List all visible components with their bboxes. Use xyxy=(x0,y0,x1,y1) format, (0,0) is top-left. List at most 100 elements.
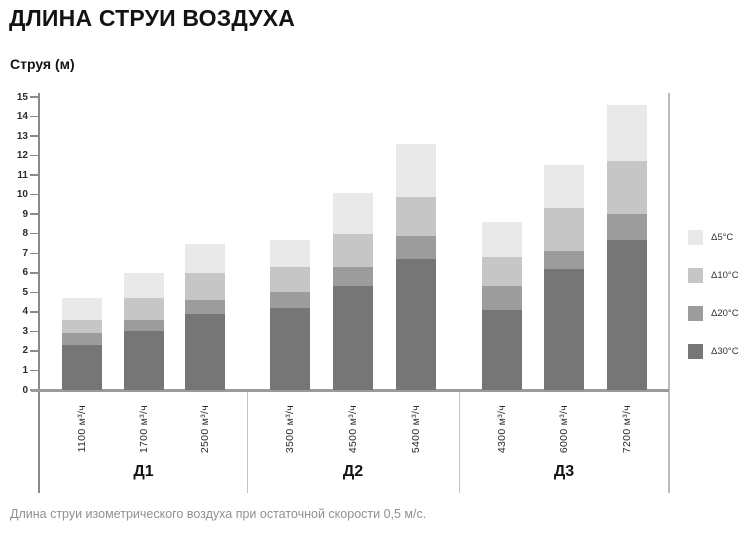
bar-segment-Δ10°C xyxy=(544,208,584,252)
legend-swatch xyxy=(688,344,703,359)
group-label-Д2: Д2 xyxy=(342,463,364,480)
legend-item: Δ5°C xyxy=(688,230,739,245)
flow-label-cell: 4300 м³/ч xyxy=(482,396,522,462)
legend-item: Δ30°C xyxy=(688,344,739,359)
bar-segment-Δ20°C xyxy=(544,251,584,269)
x-axis-line xyxy=(31,389,669,392)
legend-label: Δ10°C xyxy=(711,270,739,281)
flow-label-cell: 7200 м³/ч xyxy=(607,396,647,462)
y-axis-line xyxy=(38,93,40,493)
flow-label: 3500 м³/ч xyxy=(284,404,296,454)
bar-segment-Δ20°C xyxy=(396,235,436,260)
bar xyxy=(544,165,584,390)
flow-label-cell: 5400 м³/ч xyxy=(396,396,436,462)
bar-segment-Δ5°C xyxy=(481,222,522,258)
bar-segment-Δ20°C xyxy=(185,300,226,314)
bar-segment-Δ5°C xyxy=(544,165,584,209)
flow-label-cell: 4500 м³/ч xyxy=(333,396,373,462)
flow-label-cell: 1100 м³/ч xyxy=(62,396,102,462)
y-tick-label: 14 xyxy=(16,111,28,123)
bar-segment-Δ30°C xyxy=(333,286,373,390)
bar-segment-Δ20°C xyxy=(61,333,102,346)
y-tick-label: 13 xyxy=(16,130,28,142)
chart-title: ДЛИНА СТРУИ ВОЗДУХА xyxy=(9,5,296,31)
legend-item: Δ20°C xyxy=(688,306,739,321)
legend-swatch xyxy=(688,268,703,283)
plot-right-border xyxy=(668,93,670,493)
bar xyxy=(606,104,647,390)
flow-label: 1100 м³/ч xyxy=(75,405,88,453)
bar-segment-Δ10°C xyxy=(606,161,647,215)
y-tick-label: 3 xyxy=(22,325,28,337)
y-tick-label: 6 xyxy=(22,267,28,279)
flow-label-cell: 6000 м³/ч xyxy=(544,396,584,462)
bar-segment-Δ5°C xyxy=(270,239,310,267)
y-tick-label: 10 xyxy=(16,189,28,201)
bar-segment-Δ30°C xyxy=(396,259,436,390)
y-tick-label: 9 xyxy=(22,208,28,220)
legend-label: Δ20°C xyxy=(711,308,739,319)
flow-label: 6000 м³/ч xyxy=(558,404,570,454)
bar xyxy=(123,272,164,390)
flow-label-row: 3500 м³/ч 4500 м³/ч 5400 м³/ч xyxy=(247,396,459,462)
bar-segment-Δ20°C xyxy=(481,286,522,310)
bar xyxy=(61,298,102,390)
bar xyxy=(333,192,373,390)
y-axis-title: Струя (м) xyxy=(10,56,75,72)
y-tick-mark xyxy=(30,272,38,274)
flow-label-cell: 1700 м³/ч xyxy=(124,396,164,462)
bar-segment-Δ10°C xyxy=(481,257,522,287)
legend-label: Δ30°C xyxy=(711,346,739,357)
bar-segment-Δ5°C xyxy=(61,298,102,320)
bar-segment-Δ5°C xyxy=(396,143,436,197)
bar-segment-Δ30°C xyxy=(544,268,584,390)
y-tick-mark xyxy=(30,232,38,235)
legend-swatch xyxy=(688,230,703,245)
y-tick-label: 2 xyxy=(22,345,28,357)
flow-label-cell: 2500 м³/ч xyxy=(185,396,225,462)
flow-label-row: 4300 м³/ч 6000 м³/ч 7200 м³/ч xyxy=(459,396,669,462)
flow-label: 1700 м³/ч xyxy=(137,404,150,454)
bar-segment-Δ30°C xyxy=(606,239,647,390)
bar-group-Д3 xyxy=(459,97,669,390)
bar-segment-Δ30°C xyxy=(61,345,102,390)
bar xyxy=(270,239,310,390)
flow-label-row: 1100 м³/ч 1700 м³/ч 2500 м³/ч xyxy=(40,396,247,462)
legend-swatch xyxy=(688,306,703,321)
y-tick-label: 8 xyxy=(22,228,28,240)
bar-segment-Δ20°C xyxy=(606,214,647,240)
bar-segment-Δ10°C xyxy=(185,272,226,301)
flow-label-cell: 3500 м³/ч xyxy=(270,396,310,462)
bar xyxy=(481,222,522,390)
group-separator xyxy=(246,390,248,493)
bar-segment-Δ30°C xyxy=(185,313,226,390)
y-tick-mark xyxy=(30,369,38,372)
group-separator xyxy=(458,390,460,493)
y-tick-label: 5 xyxy=(22,286,28,298)
y-tick-mark xyxy=(30,252,38,255)
y-tick-mark xyxy=(30,330,38,333)
y-tick-mark xyxy=(30,291,38,294)
y-tick-mark xyxy=(30,193,38,196)
bar xyxy=(396,143,436,390)
flow-label: 4500 м³/ч xyxy=(347,404,359,454)
caption: Длина струи изометрического воздуха при … xyxy=(10,507,427,521)
legend-item: Δ10°C xyxy=(688,268,739,283)
flow-label: 7200 м³/ч xyxy=(620,404,633,454)
y-tick-label: 0 xyxy=(22,384,28,396)
y-tick-label: 12 xyxy=(16,150,28,162)
bar-segment-Δ30°C xyxy=(123,331,164,390)
bar-segment-Δ10°C xyxy=(270,266,310,293)
bar-segment-Δ20°C xyxy=(333,266,373,287)
bar-segment-Δ5°C xyxy=(333,192,373,234)
y-tick-mark xyxy=(30,174,38,176)
y-tick-mark xyxy=(30,115,38,118)
bar-segment-Δ30°C xyxy=(481,309,522,390)
y-tick-mark xyxy=(30,96,38,98)
y-tick-label: 7 xyxy=(22,247,28,259)
bar-segment-Δ10°C xyxy=(61,319,102,334)
group-label-Д1: Д1 xyxy=(133,463,154,480)
y-tick-mark xyxy=(30,135,38,137)
legend: Δ5°C Δ10°C Δ20°C Δ30°C xyxy=(688,230,739,382)
